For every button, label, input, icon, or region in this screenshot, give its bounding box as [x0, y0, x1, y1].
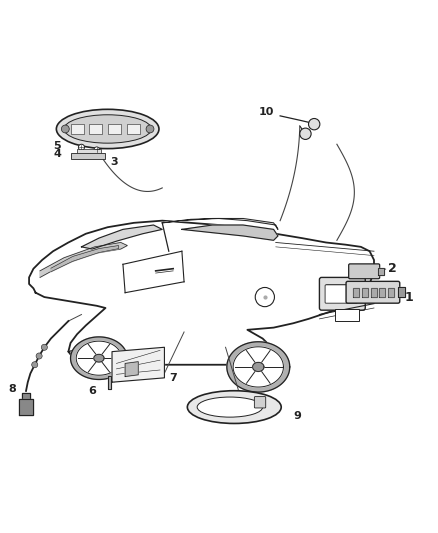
Polygon shape	[112, 348, 164, 382]
FancyBboxPatch shape	[325, 285, 357, 303]
Circle shape	[146, 125, 154, 133]
Circle shape	[94, 147, 99, 152]
Polygon shape	[94, 354, 104, 362]
Polygon shape	[362, 288, 368, 297]
Polygon shape	[19, 399, 32, 415]
Polygon shape	[227, 342, 290, 392]
Text: 5: 5	[53, 141, 61, 151]
Circle shape	[36, 353, 42, 359]
Polygon shape	[108, 376, 111, 389]
Polygon shape	[233, 347, 283, 387]
Polygon shape	[51, 246, 119, 272]
Text: 9: 9	[293, 411, 301, 421]
Circle shape	[41, 344, 47, 350]
Ellipse shape	[187, 391, 281, 423]
Polygon shape	[398, 287, 405, 297]
Bar	[71, 153, 106, 159]
Bar	[89, 124, 102, 134]
Bar	[108, 124, 121, 134]
Polygon shape	[76, 341, 122, 375]
Polygon shape	[71, 337, 127, 379]
Text: 6: 6	[88, 386, 96, 396]
Text: 10: 10	[258, 107, 274, 117]
Circle shape	[255, 287, 275, 306]
Bar	[77, 149, 101, 153]
Polygon shape	[371, 288, 377, 297]
Text: 7: 7	[169, 373, 177, 383]
FancyBboxPatch shape	[319, 277, 365, 310]
Polygon shape	[353, 288, 359, 297]
Text: 8: 8	[8, 384, 16, 394]
Polygon shape	[388, 288, 394, 297]
FancyBboxPatch shape	[346, 281, 400, 303]
Circle shape	[32, 362, 38, 368]
Ellipse shape	[197, 397, 263, 417]
Polygon shape	[40, 243, 127, 277]
FancyBboxPatch shape	[349, 264, 380, 279]
Polygon shape	[29, 221, 374, 367]
Text: 3: 3	[110, 157, 118, 167]
Ellipse shape	[57, 109, 159, 149]
Text: 1: 1	[405, 290, 413, 304]
Circle shape	[61, 125, 69, 133]
Polygon shape	[81, 225, 162, 249]
Bar	[127, 124, 140, 134]
Bar	[335, 309, 359, 321]
Circle shape	[78, 144, 85, 150]
Text: 2: 2	[389, 262, 397, 275]
Polygon shape	[125, 362, 138, 376]
Bar	[71, 124, 84, 134]
Ellipse shape	[64, 115, 151, 143]
Polygon shape	[253, 362, 264, 372]
Polygon shape	[21, 393, 30, 400]
FancyBboxPatch shape	[254, 397, 266, 408]
Circle shape	[300, 128, 311, 140]
Text: 4: 4	[53, 149, 61, 159]
Polygon shape	[182, 225, 278, 240]
Circle shape	[308, 118, 320, 130]
Polygon shape	[378, 268, 384, 275]
Polygon shape	[379, 288, 385, 297]
Polygon shape	[162, 219, 278, 229]
